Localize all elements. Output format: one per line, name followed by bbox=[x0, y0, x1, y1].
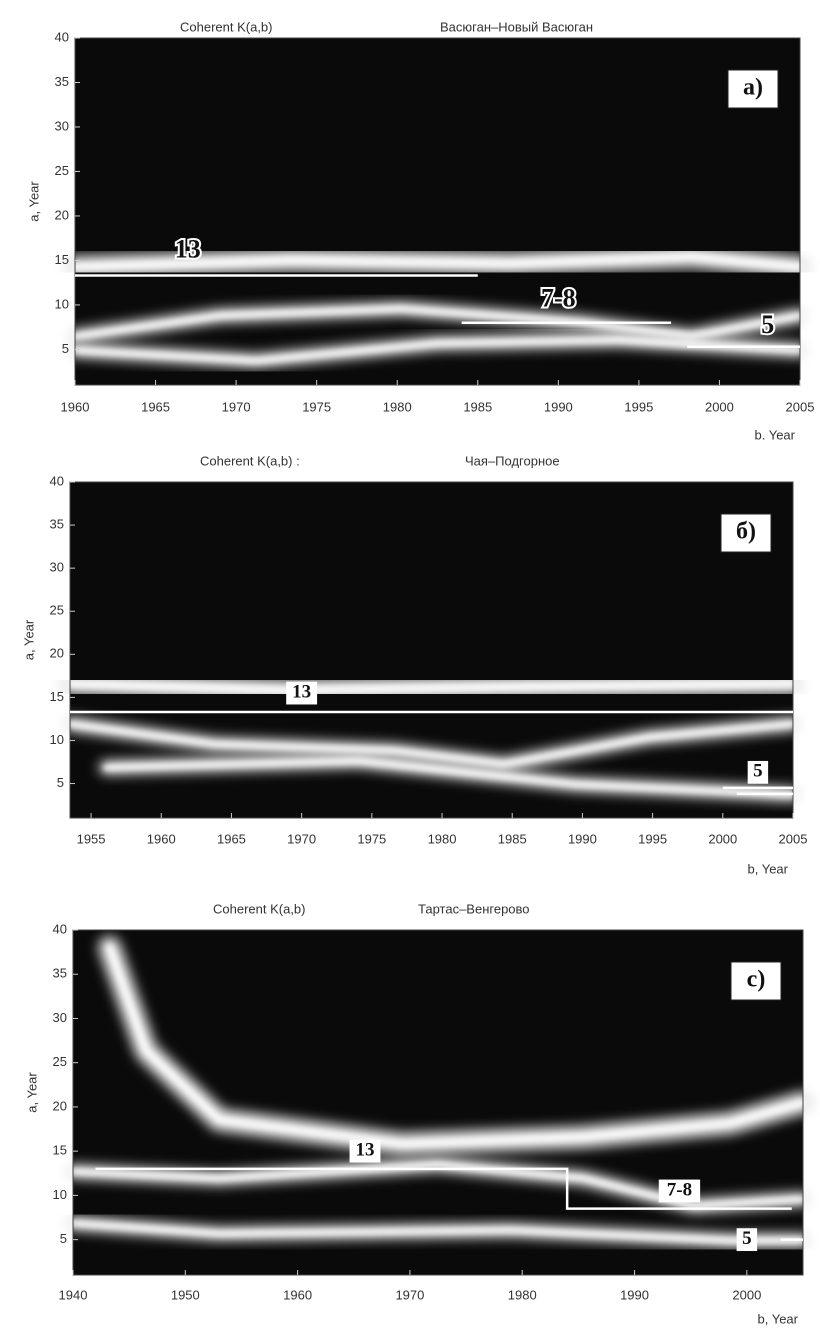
y-axis-label: a, Year bbox=[26, 181, 41, 222]
x-tick-label: 2000 bbox=[732, 1287, 761, 1302]
y-tick-label: 5 bbox=[60, 1231, 67, 1246]
x-tick-label: 1990 bbox=[568, 831, 597, 846]
chart-subtitle: Васюган–Новый Васюган bbox=[440, 19, 593, 34]
x-tick-label: 1975 bbox=[357, 831, 386, 846]
y-tick-label: 15 bbox=[55, 252, 69, 267]
period-label: 5 bbox=[742, 1228, 752, 1249]
panel: Coherent K(a,b) Тартас–Венгерово 5 10 15 20 25… bbox=[24, 901, 803, 1326]
y-tick-label: 35 bbox=[50, 517, 64, 532]
x-tick-label: 1980 bbox=[428, 831, 457, 846]
y-tick-label: 35 bbox=[53, 966, 67, 981]
x-tick-label: 2005 bbox=[779, 831, 808, 846]
x-tick-label: 1990 bbox=[620, 1287, 649, 1302]
x-tick-label: 1960 bbox=[283, 1287, 312, 1302]
heatmap-background bbox=[73, 930, 803, 1275]
x-tick-label: 1975 bbox=[302, 399, 331, 414]
y-tick-label: 20 bbox=[50, 646, 64, 661]
x-tick-label: 2000 bbox=[708, 831, 737, 846]
chart-title: Coherent K(a,b) bbox=[180, 19, 273, 34]
y-tick-label: 10 bbox=[55, 296, 69, 311]
x-tick-label: 1970 bbox=[395, 1287, 424, 1302]
x-tick-label: 2000 bbox=[705, 399, 734, 414]
chart-subtitle: Чая–Подгорное bbox=[465, 453, 560, 468]
panel-label: б) bbox=[736, 519, 756, 545]
period-label: 5 bbox=[761, 310, 774, 339]
x-tick-label: 1955 bbox=[77, 831, 106, 846]
y-tick-label: 40 bbox=[50, 473, 64, 488]
panel: Coherent K(a,b) : Чая–Подгорное 5 10 15 20 25 3… bbox=[21, 453, 807, 876]
x-tick-label: 1970 bbox=[287, 831, 316, 846]
y-tick-label: 30 bbox=[55, 118, 69, 133]
x-tick-label: 1960 bbox=[147, 831, 176, 846]
y-tick-label: 30 bbox=[50, 560, 64, 575]
x-tick-label: 1950 bbox=[171, 1287, 200, 1302]
x-tick-label: 1965 bbox=[141, 399, 170, 414]
y-tick-label: 15 bbox=[50, 689, 64, 704]
y-tick-label: 5 bbox=[57, 775, 64, 790]
panel-label: c) bbox=[747, 967, 766, 993]
x-tick-label: 1985 bbox=[498, 831, 527, 846]
period-label: 13 bbox=[292, 681, 311, 702]
x-tick-label: 1990 bbox=[544, 399, 573, 414]
panel-label: a) bbox=[743, 75, 763, 101]
y-tick-label: 35 bbox=[55, 74, 69, 89]
y-axis-label: a, Year bbox=[24, 1072, 39, 1113]
y-tick-label: 10 bbox=[50, 732, 64, 747]
x-axis-label: b. Year bbox=[755, 427, 796, 442]
y-tick-label: 25 bbox=[55, 163, 69, 178]
chart-subtitle: Тартас–Венгерово bbox=[418, 901, 530, 916]
figure: Coherent K(a,b) Васюган–Новый Васюган 5 10 1… bbox=[0, 0, 820, 1331]
y-tick-label: 40 bbox=[53, 921, 67, 936]
x-axis-label: b, Year bbox=[748, 861, 789, 876]
x-tick-label: 1940 bbox=[59, 1287, 88, 1302]
x-tick-label: 2005 bbox=[786, 399, 815, 414]
period-label: 7-8 bbox=[667, 1179, 692, 1200]
y-axis-label: a, Year bbox=[21, 619, 36, 660]
x-tick-label: 1980 bbox=[508, 1287, 537, 1302]
x-tick-label: 1985 bbox=[463, 399, 492, 414]
x-tick-label: 1995 bbox=[624, 399, 653, 414]
y-tick-label: 30 bbox=[53, 1010, 67, 1025]
x-tick-label: 1965 bbox=[217, 831, 246, 846]
period-label: 7-8 bbox=[541, 283, 576, 312]
panel: Coherent K(a,b) Васюган–Новый Васюган 5 10 1… bbox=[26, 19, 814, 442]
y-tick-label: 15 bbox=[53, 1143, 67, 1158]
y-tick-label: 20 bbox=[55, 207, 69, 222]
x-axis-label: b, Year bbox=[758, 1311, 799, 1326]
y-tick-label: 20 bbox=[53, 1098, 67, 1113]
period-label: 13 bbox=[356, 1140, 375, 1161]
y-tick-label: 40 bbox=[55, 29, 69, 44]
period-label: 5 bbox=[753, 761, 763, 782]
x-tick-label: 1970 bbox=[222, 399, 251, 414]
y-tick-label: 25 bbox=[50, 603, 64, 618]
y-tick-label: 25 bbox=[53, 1054, 67, 1069]
chart-title: Coherent K(a,b) : bbox=[200, 453, 300, 468]
x-tick-label: 1980 bbox=[383, 399, 412, 414]
period-label: 13 bbox=[175, 235, 201, 264]
x-tick-label: 1995 bbox=[638, 831, 667, 846]
y-tick-label: 10 bbox=[53, 1187, 67, 1202]
x-tick-label: 1960 bbox=[61, 399, 90, 414]
chart-title: Coherent K(a,b) bbox=[213, 901, 306, 916]
y-tick-label: 5 bbox=[62, 341, 69, 356]
